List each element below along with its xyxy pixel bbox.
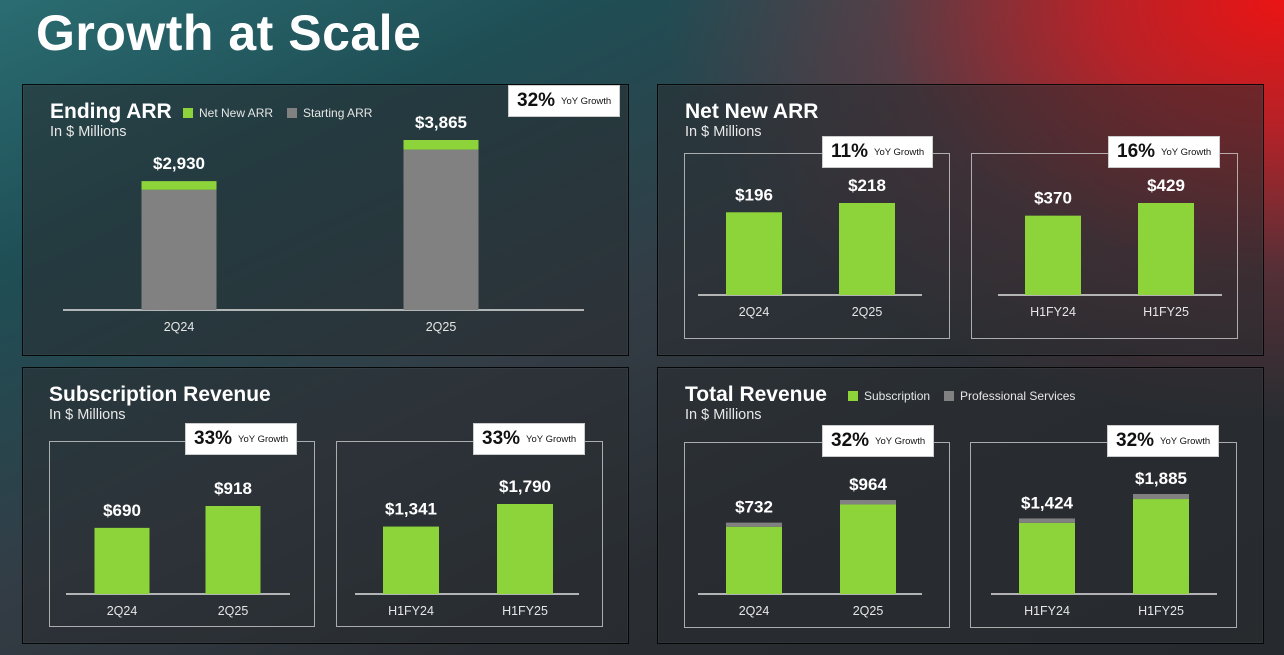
subscription-revenue-units: In $ Millions xyxy=(49,407,126,423)
yoy-growth-badge: 11% YoY Growth xyxy=(822,136,934,168)
x-tick-label: 2Q25 xyxy=(218,604,249,618)
legend-swatch-professional-services xyxy=(944,391,955,401)
data-label: $1,424 xyxy=(1021,493,1074,512)
x-tick-label: H1FY25 xyxy=(502,604,548,618)
x-tick-label: 2Q25 xyxy=(852,305,883,319)
data-label: $218 xyxy=(848,176,886,195)
yoy-growth-badge: 33% YoY Growth xyxy=(473,423,586,455)
bar-subscription-h1fy25 xyxy=(1133,499,1189,594)
data-label: $1,885 xyxy=(1135,469,1187,488)
bar-net-new-arr-2q25 xyxy=(839,203,895,295)
yoy-growth-label: YoY Growth xyxy=(875,435,926,447)
yoy-growth-percent: 32% xyxy=(1116,430,1155,451)
bar-professional-services-2q24 xyxy=(726,522,782,527)
data-label: $918 xyxy=(214,479,252,498)
x-tick-label: 2Q25 xyxy=(853,604,884,618)
bar-subscription-2q25 xyxy=(840,504,896,594)
x-tick-label: 2Q25 xyxy=(426,320,457,334)
net-new-arr-quarter-box xyxy=(684,153,950,339)
x-tick-label: H1FY25 xyxy=(1138,604,1184,618)
ending-arr-legend: Net New ARR Starting ARR xyxy=(183,106,372,120)
bar-professional-services-h1fy24 xyxy=(1019,518,1075,523)
data-label: $2,930 xyxy=(153,154,205,173)
bar-subscription-h1fy24 xyxy=(1019,522,1075,594)
ending-arr-title: Ending ARR xyxy=(50,100,172,123)
data-label: $1,341 xyxy=(385,500,437,519)
data-label: $3,865 xyxy=(415,113,467,132)
bar-net-new-arr-h1fy25 xyxy=(1138,203,1194,295)
yoy-growth-percent: 32% xyxy=(831,430,870,451)
yoy-growth-percent: 16% xyxy=(1117,141,1156,162)
yoy-growth-percent: 33% xyxy=(482,428,521,449)
data-label: $429 xyxy=(1147,176,1185,195)
x-tick-label: 2Q24 xyxy=(164,320,195,334)
yoy-growth-percent: 32% xyxy=(517,90,556,111)
bar-subscription-revenue-2q24 xyxy=(94,527,150,594)
data-label: $1,790 xyxy=(499,477,551,496)
legend-label-starting-arr: Starting ARR xyxy=(303,106,373,120)
bar-professional-services-2q25 xyxy=(840,500,896,505)
net-new-arr-units: In $ Millions xyxy=(685,124,762,140)
data-label: $732 xyxy=(735,498,773,517)
total-revenue-units: In $ Millions xyxy=(685,407,762,423)
yoy-growth-badge: 32% YoY Growth xyxy=(1107,425,1220,457)
data-label: $964 xyxy=(849,475,887,494)
net-new-arr-title: Net New ARR xyxy=(685,100,819,123)
yoy-growth-badge: 33% YoY Growth xyxy=(185,423,298,455)
bar-net-new-arr-2q24 xyxy=(141,181,217,190)
yoy-growth-badge: 32% YoY Growth xyxy=(822,425,935,457)
bar-net-new-arr-2q24 xyxy=(726,212,782,295)
total-revenue-title: Total Revenue xyxy=(685,383,827,406)
ending-arr-units: In $ Millions xyxy=(50,124,127,140)
bar-subscription-revenue-h1fy25 xyxy=(497,504,553,594)
x-tick-label: 2Q24 xyxy=(107,604,138,618)
yoy-growth-label: YoY Growth xyxy=(873,146,925,158)
bar-subscription-revenue-h1fy24 xyxy=(383,526,439,594)
x-tick-label: H1FY24 xyxy=(1030,305,1076,319)
x-tick-label: H1FY24 xyxy=(1024,604,1070,618)
data-label: $690 xyxy=(103,501,141,520)
net-new-arr-half-box xyxy=(971,153,1238,339)
legend-swatch-net-new-arr xyxy=(183,108,193,118)
bar-starting-arr-2q24 xyxy=(141,189,217,310)
bar-subscription-revenue-2q25 xyxy=(205,506,261,594)
legend-swatch-starting-arr xyxy=(287,108,298,118)
yoy-growth-badge: 16% YoY Growth xyxy=(1108,136,1221,168)
legend-label-net-new-arr: Net New ARR xyxy=(199,106,274,120)
x-tick-label: 2Q24 xyxy=(739,305,770,319)
data-label: $196 xyxy=(735,185,773,204)
total-revenue-legend: Subscription Professional Services xyxy=(848,389,1075,403)
legend-label-professional-services: Professional Services xyxy=(960,389,1076,403)
yoy-growth-label: YoY Growth xyxy=(561,95,612,107)
x-tick-label: H1FY24 xyxy=(388,604,434,618)
subscription-revenue-title: Subscription Revenue xyxy=(49,383,271,406)
bar-starting-arr-2q25 xyxy=(403,149,479,310)
bar-professional-services-h1fy25 xyxy=(1133,494,1189,500)
yoy-growth-label: YoY Growth xyxy=(526,433,577,445)
page-title: Growth at Scale xyxy=(36,5,422,61)
bar-net-new-arr-2q25 xyxy=(403,140,479,150)
x-tick-label: 2Q24 xyxy=(739,604,770,618)
legend-label-subscription: Subscription xyxy=(864,389,931,403)
legend-swatch-subscription xyxy=(848,391,858,401)
total-revenue-quarter-box xyxy=(684,442,950,628)
yoy-growth-label: YoY Growth xyxy=(1160,435,1211,447)
bar-net-new-arr-h1fy24 xyxy=(1025,215,1081,295)
bar-subscription-2q24 xyxy=(726,526,782,594)
subscription-revenue-half-box xyxy=(336,441,603,627)
total-revenue-half-box xyxy=(970,442,1237,628)
yoy-growth-badge: 32% YoY Growth xyxy=(508,85,621,117)
subscription-revenue-quarter-box xyxy=(49,441,315,627)
yoy-growth-label: YoY Growth xyxy=(1161,146,1212,158)
x-tick-label: H1FY25 xyxy=(1143,305,1189,319)
data-label: $370 xyxy=(1034,189,1072,208)
yoy-growth-percent: 11% xyxy=(831,141,868,162)
yoy-growth-label: YoY Growth xyxy=(238,433,289,445)
yoy-growth-percent: 33% xyxy=(194,428,233,449)
